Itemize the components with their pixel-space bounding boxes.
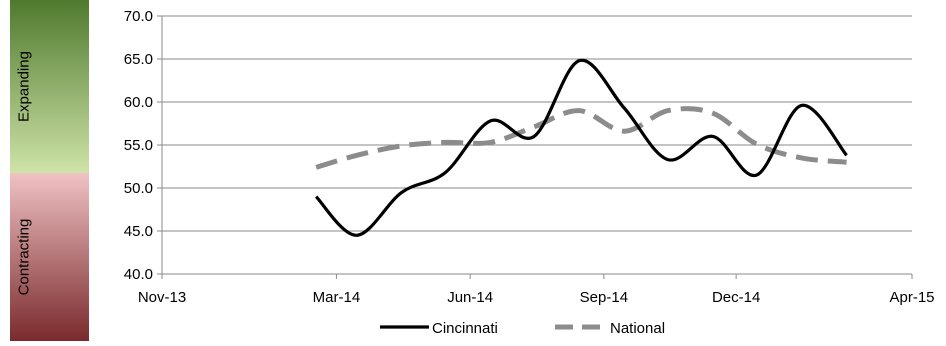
y-gridlines [157,15,912,275]
x-tick-label: Jun-14 [447,289,493,306]
x-tick-label: Apr-15 [889,289,934,306]
x-tick-label: Sep-14 [580,289,628,306]
series-line-cincinnati [314,58,848,237]
band-indicator: Expanding Contracting [10,0,89,341]
series-line-national [315,106,847,170]
y-tick-label: 55.0 [124,137,153,154]
y-tick-labels: 40.0 45.0 50.0 55.0 60.0 65.0 70.0 [124,8,153,283]
y-tick-label: 45.0 [124,223,153,240]
series-lines [314,58,848,237]
legend-label-cincinnati: Cincinnati [432,320,498,337]
y-tick-label: 70.0 [124,8,153,25]
y-tick-label: 60.0 [124,94,153,111]
y-tick-label: 65.0 [124,51,153,68]
legend: Cincinnati National [380,320,665,337]
legend-label-national: National [610,320,665,337]
contracting-band-label: Contracting [16,219,33,296]
x-tick-label: Mar-14 [313,289,361,306]
x-tick-labels: Nov-13 Mar-14 Jun-14 Sep-14 Dec-14 Apr-15 [138,274,935,306]
y-tick-label: 50.0 [124,180,153,197]
x-tick-label: Nov-13 [138,289,186,306]
x-tick-label: Dec-14 [712,289,760,306]
axes [161,16,912,275]
contracting-band [10,173,89,341]
y-tick-label: 40.0 [124,266,153,283]
expanding-band [10,0,89,173]
expanding-band-label: Expanding [16,51,33,122]
